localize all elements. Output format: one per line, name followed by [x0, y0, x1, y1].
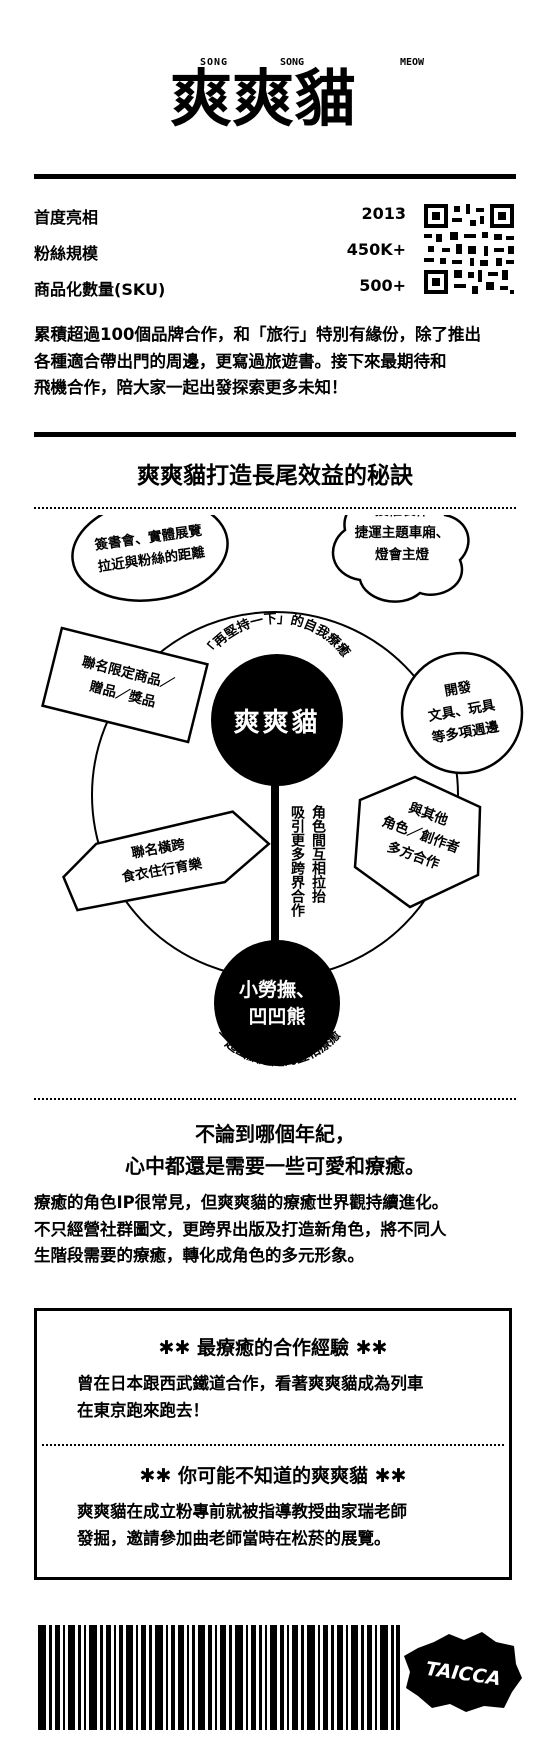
bubble-line: 捷運主題車廂、 — [355, 524, 450, 541]
section-title: 爽爽貓打造長尾效益的秘訣 — [137, 463, 413, 489]
center-secondary-label-2: 凹凹熊 — [248, 1005, 305, 1028]
stat-value: 500+ — [359, 276, 406, 295]
stat-fans: 粉絲規模 450K+ — [34, 234, 406, 268]
bubble-line: 燈會主燈 — [375, 546, 429, 563]
logo-side-text-2: SONG — [280, 57, 304, 68]
logo: 爽爽貓 SONG SONG MEOW — [0, 30, 550, 140]
healing-paragraph: 療癒的角色IP很常見，但爽爽貓的療癒世界觀持續進化。 不只經營社群圖文，更跨界出… — [34, 1190, 520, 1270]
stat-label: 首度亮相 — [34, 208, 99, 227]
fact-box: ✱✱ 最療癒的合作經驗 ✱✱ 曾在日本跟西武鐵道合作，看著爽爽貓成為列車 在東京… — [34, 1308, 512, 1580]
box-line: 在東京跑來跑去！ — [77, 1400, 209, 1420]
box-line: 曾在日本跟西武鐵道合作，看著爽爽貓成為列車 — [77, 1374, 424, 1393]
connector-text-1: 角色間互相拉抬 — [310, 804, 326, 904]
box-divider — [42, 1444, 504, 1446]
middle-rule — [34, 432, 516, 437]
bubble-line: 開發 — [443, 678, 473, 700]
logo-side-text-3: MEOW — [400, 57, 425, 68]
intro-line: 累積超過100個品牌合作，和「旅行」特別有緣份，除了推出 — [34, 325, 481, 344]
bubble-merch: 開發 文具、玩具 等多項週邊 — [400, 651, 524, 775]
stat-sku: 商品化數量(SKU) 500+ — [34, 270, 406, 304]
barcode-icon — [38, 1625, 400, 1730]
bubble-limited-goods: 聯名限定商品／ 贈品／獎品 — [41, 626, 209, 744]
logo-title: 爽爽貓 — [170, 62, 356, 135]
qr-code-icon[interactable] — [424, 204, 514, 294]
stat-value: 2013 — [361, 204, 406, 223]
center-secondary-circle — [214, 940, 340, 1066]
intro-line: 飛機合作，陪大家一起出發探索更多未知！ — [34, 378, 348, 398]
box-line: 爽爽貓在成立粉專前就被指導教授曲家瑞老師 — [77, 1502, 407, 1521]
taicca-logo: TAICCA — [404, 1632, 522, 1712]
box-title-1: ✱✱ 最療癒的合作經驗 ✱✱ — [158, 1337, 388, 1359]
bubble-lifestyle: 聯名橫跨 食衣住行育樂 — [62, 810, 271, 912]
healing-heading-line1: 不論到哪個年紀， — [195, 1122, 355, 1146]
box-line: 發掘，邀請參加曲老師當時在松菸的展覽。 — [77, 1528, 391, 1548]
box-text-1: 曾在日本跟西武鐵道合作，看著爽爽貓成為列車 在東京跑來跑去！ — [77, 1371, 489, 1424]
stat-debut: 首度亮相 2013 — [34, 198, 406, 232]
bubble-licensing: 授權製作 捷運主題車廂、 燈會主燈 — [331, 477, 470, 603]
stat-label: 商品化數量(SKU) — [34, 280, 166, 299]
healing-heading-line2: 心中都還是需要一些可愛和療癒。 — [125, 1154, 425, 1178]
top-rule — [34, 174, 516, 179]
intro-line: 各種適合帶出門的周邊，更寫過旅遊書。接下來最期待和 — [34, 351, 447, 371]
center-secondary-label-1: 小勞撫、 — [239, 978, 315, 1001]
healing-line: 療癒的角色IP很常見，但爽爽貓的療癒世界觀持續進化。 — [34, 1193, 449, 1212]
box-text-2: 爽爽貓在成立粉專前就被指導教授曲家瑞老師 發掘，邀請參加曲老師當時在松菸的展覽。 — [77, 1499, 489, 1552]
box-title-2: ✱✱ 你可能不知道的爽爽貓 ✱✱ — [139, 1465, 407, 1487]
bubble-line: 授權製作 — [375, 515, 429, 519]
diagram: 爽爽貓 「再堅持一下」的自我療癒 小勞撫、 凹凹熊 一起幽默逗趣的互相療癒 角色… — [0, 477, 550, 1085]
dotted-divider — [34, 1098, 516, 1100]
intro-paragraph: 累積超過100個品牌合作，和「旅行」特別有緣份，除了推出 各種適合帶出門的周邊，… — [34, 322, 520, 402]
stat-value: 450K+ — [346, 240, 406, 259]
healing-line: 不只經營社群圖文，更跨界出版及打造新角色，將不同人 — [34, 1219, 447, 1239]
bubble-collab: 與其他 角色／創作者 多方合作 — [353, 775, 482, 909]
healing-line: 生階段需要的療癒，轉化成角色的多元形象。 — [34, 1246, 364, 1266]
center-main-circle — [211, 654, 343, 786]
center-main-label: 爽爽貓 — [233, 708, 320, 738]
stat-label: 粉絲規模 — [34, 244, 99, 263]
connector-text-2: 吸引更多跨界合作 — [289, 805, 305, 918]
dotted-divider — [34, 507, 516, 509]
logo-side-text-1: SONG — [200, 57, 228, 68]
bubble-fan-events: 簽書會、實體展覽 拉近與粉絲的距離 — [71, 498, 229, 602]
